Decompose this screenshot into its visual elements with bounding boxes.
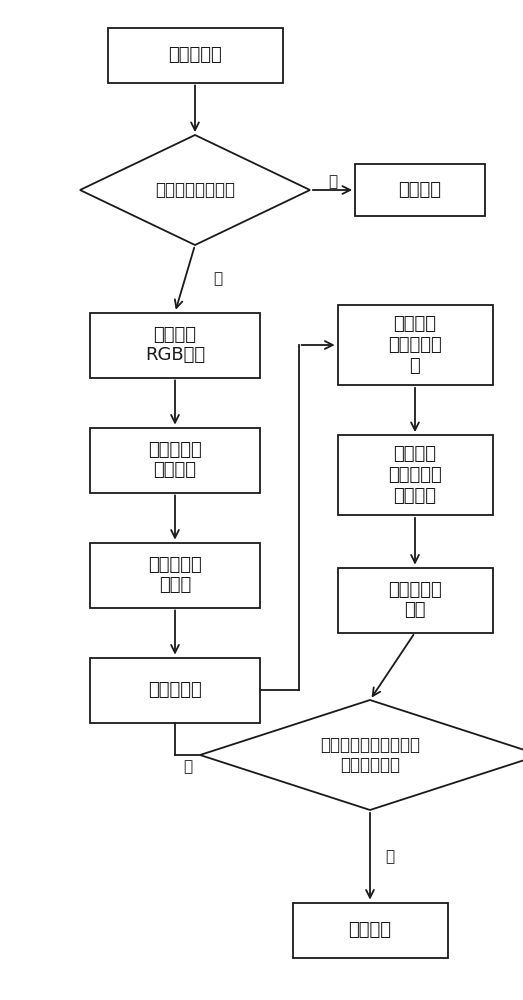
Text: 设置追踪器: 设置追踪器 [168,46,222,64]
Bar [292,902,448,958]
Text: 形态学腐
蚀，祛除噪
声: 形态学腐 蚀，祛除噪 声 [388,315,442,375]
Text: 否: 否 [183,760,192,774]
Bar [90,428,260,492]
Text: 退出系统: 退出系统 [399,181,441,199]
Bar [337,435,493,515]
Text: 读取图像裁
切数据: 读取图像裁 切数据 [148,556,202,594]
Text: 追踪成功: 追踪成功 [348,921,392,939]
Bar [355,164,485,216]
Text: 形态学膨
胀，使标签
大小恢复: 形态学膨 胀，使标签 大小恢复 [388,445,442,505]
Text: 是: 是 [385,849,394,864]
Text: 捕捉标签并
画框: 捕捉标签并 画框 [388,581,442,619]
Text: 否: 否 [328,174,337,190]
Bar [337,305,493,385]
Text: 获取视频第
一帧图像: 获取视频第 一帧图像 [148,441,202,479]
Text: 读取标签
RGB空间: 读取标签 RGB空间 [145,326,205,364]
Bar [108,27,282,83]
Text: 是否检测到摄像头: 是否检测到摄像头 [155,181,235,199]
Polygon shape [200,700,523,810]
Text: 系统判断所画框与标签
边缘是否吻合: 系统判断所画框与标签 边缘是否吻合 [320,736,420,774]
Bar [90,542,260,607]
Text: 二值化处理: 二值化处理 [148,681,202,699]
Polygon shape [80,135,310,245]
Bar [337,568,493,633]
Bar [90,658,260,722]
Text: 是: 是 [213,271,222,286]
Bar [90,312,260,377]
